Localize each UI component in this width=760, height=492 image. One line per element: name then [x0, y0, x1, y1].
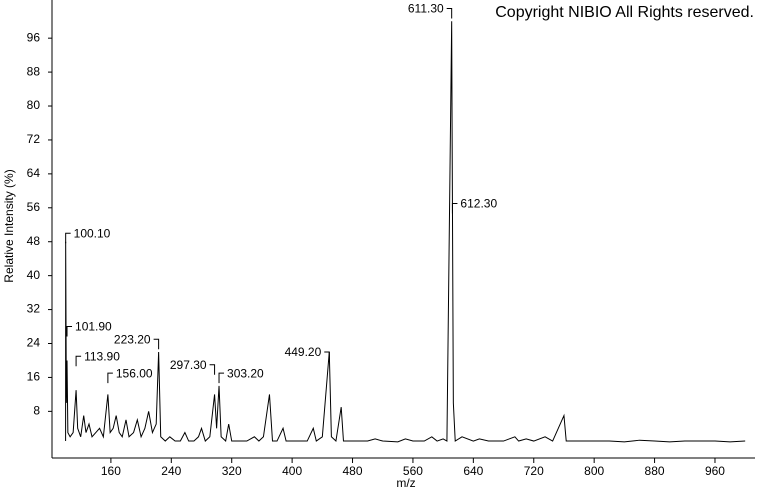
x-tick-label: 720	[524, 464, 544, 478]
peak-label: 303.20	[227, 366, 264, 380]
x-tick-label: 960	[705, 464, 725, 478]
y-tick-label: 64	[27, 166, 41, 180]
peak-label: 101.90	[75, 320, 112, 334]
x-tick-label: 880	[645, 464, 665, 478]
y-tick-label: 56	[27, 200, 41, 214]
peak-label: 612.30	[460, 197, 497, 211]
peak-bracket	[107, 372, 113, 384]
x-tick-label: 400	[282, 464, 302, 478]
x-tick-label: 240	[161, 464, 181, 478]
peak-label: 100.10	[74, 226, 111, 240]
peak-bracket	[446, 7, 453, 19]
peak-bracket	[75, 355, 82, 367]
peak-bracket	[66, 326, 73, 337]
y-tick-label: 72	[27, 132, 41, 146]
x-tick-label: 560	[403, 464, 423, 478]
y-tick-label: 32	[27, 302, 41, 316]
y-tick-label: 8	[33, 404, 40, 418]
peak-bracket	[65, 232, 71, 244]
y-tick-label: 40	[27, 268, 41, 282]
x-tick-label: 800	[584, 464, 604, 478]
x-tick-label: 320	[222, 464, 242, 478]
peak-label: 223.20	[114, 332, 151, 346]
peak-bracket	[218, 372, 225, 384]
y-tick-label: 16	[27, 370, 41, 384]
y-axis-label: Relative Intensity (%)	[2, 169, 16, 282]
x-tick-label: 640	[463, 464, 483, 478]
x-tick-label: 160	[101, 464, 121, 478]
y-tick-label: 48	[27, 234, 41, 248]
peak-bracket	[153, 338, 160, 350]
x-tick-label: 480	[343, 464, 363, 478]
peak-label: 611.30	[408, 2, 444, 16]
peak-label: 113.90	[84, 349, 120, 363]
peak-bracket	[451, 203, 458, 214]
peak-bracket	[324, 351, 330, 362]
peak-label: 156.00	[116, 366, 153, 380]
y-tick-label: 80	[27, 98, 41, 112]
chart-title: Copyright NIBIO All Rights reserved.	[495, 4, 754, 21]
x-axis-label: m/z	[396, 476, 415, 490]
peak-label: 297.30	[170, 358, 207, 372]
spectrum-line	[65, 21, 746, 443]
y-tick-label: 96	[27, 30, 41, 44]
y-tick-label: 88	[27, 64, 41, 78]
peak-bracket	[209, 364, 216, 375]
y-tick-label: 24	[27, 336, 41, 350]
peak-label: 449.20	[285, 345, 322, 359]
